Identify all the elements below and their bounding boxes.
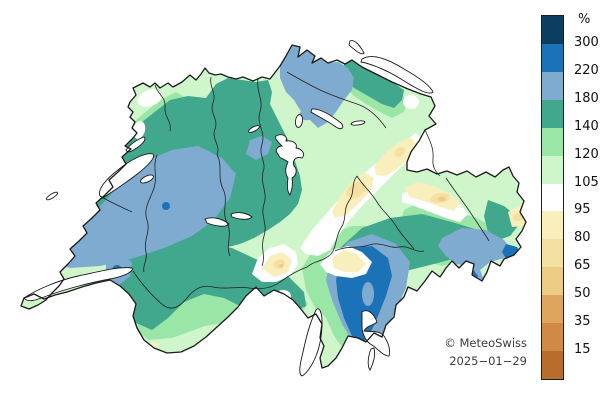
canton-borders [99,71,490,309]
colorbar-segment [542,71,563,100]
colorbar-labels: 300 220 180 140 120 105 95 80 65 50 35 15 [574,15,606,378]
colorbar-tick-label: 105 [574,174,599,190]
lake-biel [125,136,146,153]
switzerland-map [20,40,527,377]
lake-constance-untersee [348,40,365,55]
colorbar-tick-label: 120 [574,146,599,162]
colorbar-segments [541,15,564,380]
lake-brienz [230,212,253,220]
colorbar-tick-label: 15 [574,342,591,358]
colorbar-segment [542,351,563,379]
attribution-date: 2025−01−29 [449,354,527,368]
colorbar-tick-label: 300 [574,34,599,50]
lakes [23,40,434,377]
lake-joux [45,191,59,201]
colorbar-tick-label: 50 [574,286,591,302]
lake-walen [350,120,366,126]
lake-murten [140,174,154,184]
contour-65-80 [273,147,523,269]
colorbar-tick-label: 80 [574,230,591,246]
lake-zug [294,114,304,128]
colorbar-tick-label: 65 [574,258,591,274]
colorbar-segment [542,323,563,352]
lake-constance [360,56,434,94]
colorbar-tick-label: 220 [574,62,599,78]
colorbar-segment [542,295,563,324]
attribution-source: © MeteoSwiss [444,336,527,350]
colorbar-segment [542,155,563,184]
lake-lugano-arm [367,347,376,371]
colorbar-segment [542,267,563,296]
lake-lucerne [275,134,305,196]
colorbar-tick-label: 180 [574,90,599,106]
lake-sempach [248,125,260,133]
colorbar-segment [542,43,563,72]
lake-thun [204,217,230,227]
colorbar-segment [542,211,563,240]
attribution: © MeteoSwiss 2025−01−29 [444,334,527,370]
colorbar-unit-label: % [578,12,591,27]
country-outline [20,44,527,369]
lake-maggiore [299,308,323,377]
contour-50-65 [278,196,446,268]
colorbar-segment [542,239,563,268]
colorbar-tick-label: 140 [574,118,599,134]
lake-zurich [310,108,344,130]
colorbar-tick-label: 95 [574,202,591,218]
colorbar-segment [542,99,563,128]
colorbar-tick-label: 35 [574,314,591,330]
colorbar-segment [542,183,563,212]
colorbar-segment [542,16,563,44]
colorbar-segment [542,127,563,156]
